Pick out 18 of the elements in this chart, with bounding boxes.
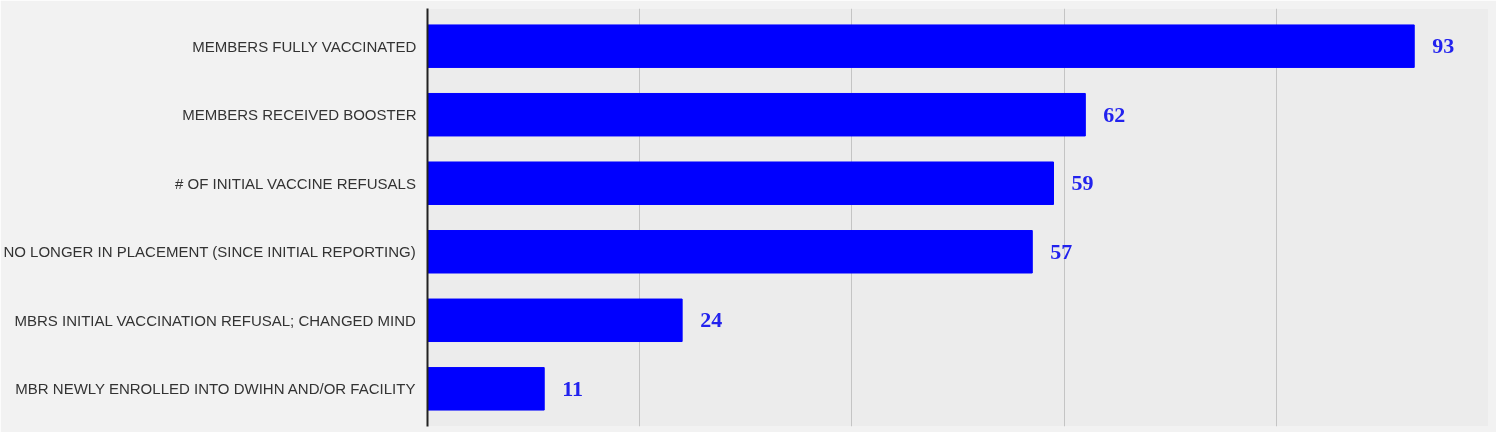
data-label: 57 — [1050, 238, 1073, 264]
y-tick-label: NO LONGER IN PLACEMENT (SINCE INITIAL REPORTING) — [3, 243, 416, 261]
data-label: 24 — [700, 307, 723, 333]
data-label: 59 — [1071, 170, 1094, 196]
y-tick-label: # OF INITIAL VACCINE REFUSALS — [175, 174, 416, 192]
data-label: 11 — [562, 375, 584, 401]
y-tick-label: MEMBERS FULLY VACCINATED — [192, 37, 417, 55]
bar — [427, 367, 545, 411]
bar — [427, 161, 1054, 205]
bar — [427, 24, 1415, 68]
y-tick-label: MBR NEWLY ENROLLED INTO DWIHN AND/OR FACILITY — [15, 380, 416, 398]
bar — [427, 92, 1086, 137]
y-tick-label: MEMBERS RECEIVED BOOSTER — [182, 106, 417, 124]
bar — [427, 230, 1033, 274]
y-tick-label: MBRS INITIAL VACCINATION REFUSAL; CHANGED MIND — [14, 311, 417, 329]
bar — [427, 298, 683, 343]
data-label: 62 — [1103, 101, 1126, 127]
data-label: 93 — [1432, 33, 1455, 59]
